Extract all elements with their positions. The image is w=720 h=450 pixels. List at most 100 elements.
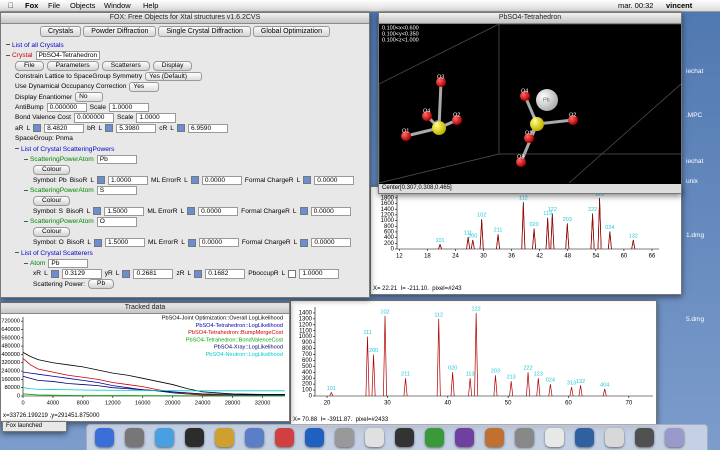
tree-node[interactable]: Crystal — [6, 52, 33, 59]
checkbox[interactable] — [194, 269, 203, 278]
checkbox[interactable] — [122, 269, 131, 278]
button[interactable]: Display — [152, 61, 193, 71]
desktop-icon[interactable]: unix — [686, 178, 698, 185]
menu[interactable]: Help — [143, 1, 159, 10]
text-field[interactable]: 0.0000 — [198, 237, 239, 248]
clock[interactable]: mar. 00:32 — [618, 1, 654, 10]
dock-icon[interactable] — [365, 428, 384, 447]
dock-icon[interactable] — [485, 428, 504, 447]
dock-icon[interactable] — [125, 428, 144, 447]
button[interactable]: Colour — [33, 227, 71, 237]
dock-icon[interactable] — [215, 428, 234, 447]
dock-icon[interactable] — [275, 428, 294, 447]
tab[interactable]: Global Optimization — [252, 26, 330, 37]
checkbox[interactable] — [33, 124, 42, 133]
checkbox[interactable] — [96, 176, 105, 185]
text-field[interactable]: 1.0000 — [109, 102, 150, 113]
dock-icon[interactable] — [605, 428, 624, 447]
checkbox[interactable] — [299, 207, 308, 216]
dock-icon[interactable] — [185, 428, 204, 447]
tree-node[interactable]: List of Crystal Scatterers — [15, 250, 93, 257]
text-field[interactable]: PbSO4-Tetrahedron — [35, 50, 101, 61]
dock-icon[interactable] — [575, 428, 594, 447]
text-field[interactable]: 5.3980 — [116, 123, 157, 134]
apple-menu[interactable]:  — [8, 0, 14, 11]
dropdown[interactable]: Yes (Default) — [145, 71, 203, 82]
desktop-icon[interactable]: 1.dmg — [686, 232, 705, 239]
checkbox[interactable] — [50, 269, 59, 278]
checkbox[interactable] — [303, 176, 312, 185]
button[interactable]: File — [15, 61, 44, 71]
checkbox[interactable] — [94, 238, 103, 247]
text-field[interactable]: 0.3129 — [61, 269, 102, 279]
tree-node[interactable]: ScatteringPowerAtom — [24, 187, 94, 194]
dock-icon[interactable] — [305, 428, 324, 447]
dock-icon[interactable] — [245, 428, 264, 447]
dock-icon[interactable] — [395, 428, 414, 447]
text-field[interactable]: 0.1682 — [205, 269, 246, 279]
text-field[interactable]: 1.0000 — [107, 175, 148, 186]
status-bar: Center[0.307,0.308,0.465] — [379, 184, 681, 193]
user[interactable]: vincent — [666, 1, 693, 10]
text-field[interactable]: 0.0000 — [311, 237, 352, 248]
tab[interactable]: Crystals — [40, 26, 82, 37]
checkbox[interactable] — [105, 124, 114, 133]
tree-node[interactable]: List of Crystal ScatteringPowers — [15, 146, 114, 153]
menu[interactable]: File — [48, 1, 61, 10]
button[interactable]: Pb — [88, 279, 115, 289]
dock-icon[interactable] — [425, 428, 444, 447]
menu[interactable]: Window — [104, 1, 131, 10]
dock-icon[interactable] — [155, 428, 174, 447]
checkbox[interactable] — [176, 124, 185, 133]
checkbox[interactable] — [187, 238, 196, 247]
dock-icon[interactable] — [335, 428, 354, 447]
tree-node[interactable]: ScatteringPowerAtom — [24, 218, 94, 225]
tree-node[interactable]: ScatteringPowerAtom — [24, 156, 94, 163]
dropdown[interactable]: No — [75, 92, 103, 102]
checkbox[interactable] — [187, 207, 196, 216]
text-field[interactable]: 0.0000 — [198, 206, 239, 217]
dropdown[interactable]: Yes — [129, 82, 160, 92]
button[interactable]: Parameters — [46, 61, 99, 71]
text-field[interactable]: 1.0000 — [136, 113, 177, 123]
dock-icon[interactable] — [515, 428, 534, 447]
desktop-icon[interactable]: iechat — [686, 68, 704, 75]
text-field[interactable]: 0.000000 — [73, 113, 114, 123]
button[interactable]: Colour — [33, 165, 71, 175]
dock-icon[interactable] — [455, 428, 474, 447]
text-field[interactable]: 0.000000 — [46, 102, 87, 113]
app-menu[interactable]: Fox — [25, 1, 39, 10]
text-field[interactable]: 0.0000 — [314, 175, 355, 186]
text-field[interactable]: O — [96, 217, 137, 227]
text-field[interactable]: 1.5000 — [105, 237, 146, 248]
text-field[interactable]: Pb — [96, 154, 137, 165]
checkbox[interactable] — [288, 269, 297, 278]
dock-icon[interactable] — [665, 428, 684, 447]
text-field[interactable]: 0.2681 — [133, 269, 174, 279]
text-field[interactable]: 8.4820 — [44, 123, 85, 134]
tab[interactable]: Powder Diffraction — [83, 26, 157, 37]
tree-node[interactable]: Atom — [24, 260, 45, 267]
text-field[interactable]: 0.0000 — [201, 175, 242, 186]
tab[interactable]: Single Crystal Diffraction — [158, 26, 251, 37]
dock-icon[interactable] — [95, 428, 114, 447]
checkbox[interactable] — [300, 238, 309, 247]
menu[interactable]: Objects — [70, 1, 96, 10]
dock-icon[interactable] — [545, 428, 564, 447]
button[interactable]: Scatterers — [101, 61, 150, 71]
tree-node[interactable]: List of all Crystals — [6, 42, 64, 49]
desktop-icon[interactable]: 5.dmg — [686, 316, 705, 323]
button[interactable]: Colour — [33, 196, 71, 206]
checkbox[interactable] — [93, 207, 102, 216]
desktop-icon[interactable]: .MPC — [686, 112, 703, 119]
text-field[interactable]: 6.9590 — [187, 123, 228, 134]
text-field[interactable]: 1.5000 — [104, 206, 145, 217]
text-field[interactable]: S — [96, 185, 137, 196]
text-field[interactable]: 0.0000 — [310, 206, 351, 217]
desktop-icon[interactable]: iechat — [686, 158, 704, 165]
text-field[interactable]: Pb — [48, 258, 89, 269]
checkbox[interactable] — [190, 176, 199, 185]
dock-icon[interactable] — [635, 428, 654, 447]
text-field[interactable]: 1.0000 — [299, 269, 340, 279]
